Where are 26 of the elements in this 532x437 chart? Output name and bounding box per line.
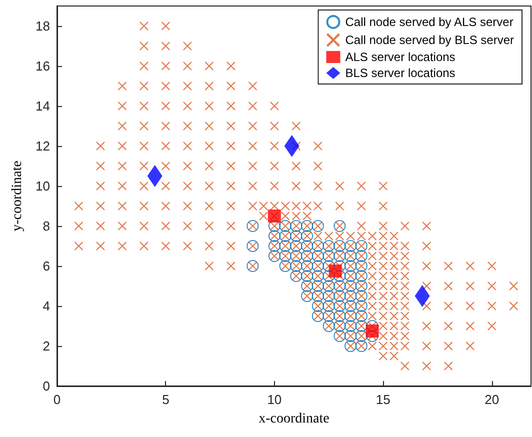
legend-label: Call node served by BLS server	[345, 33, 514, 47]
y-tick-label: 4	[42, 298, 50, 314]
y-tick-label: 2	[42, 338, 50, 354]
y-tick-label: 6	[42, 258, 50, 274]
point	[414, 285, 430, 307]
y-axis-title: y-coordinate	[10, 160, 26, 232]
point	[366, 324, 379, 338]
y-tick-label: 16	[36, 58, 50, 74]
legend-label: Call node served by ALS server	[345, 15, 514, 29]
y-tick-label: 10	[36, 178, 50, 194]
legend-label: BLS server locations	[345, 66, 456, 80]
x-tick-label: 10	[267, 392, 282, 407]
point	[147, 165, 162, 187]
x-axis-title: x-coordinate	[258, 412, 330, 426]
legend-label: ALS server locations	[345, 50, 456, 64]
x-tick-label: 15	[376, 392, 390, 407]
y-tick-label: 18	[36, 18, 50, 34]
x-tick-label: 5	[162, 392, 170, 407]
y-tick-label: 14	[36, 98, 50, 114]
y-tick-label: 8	[42, 218, 50, 234]
point	[328, 264, 342, 278]
x-tick-label: 0	[53, 392, 61, 407]
point	[284, 135, 300, 157]
x-tick-label: 20	[484, 392, 500, 407]
y-tick-label: 12	[36, 138, 50, 154]
y-tick-label: 0	[42, 378, 50, 394]
